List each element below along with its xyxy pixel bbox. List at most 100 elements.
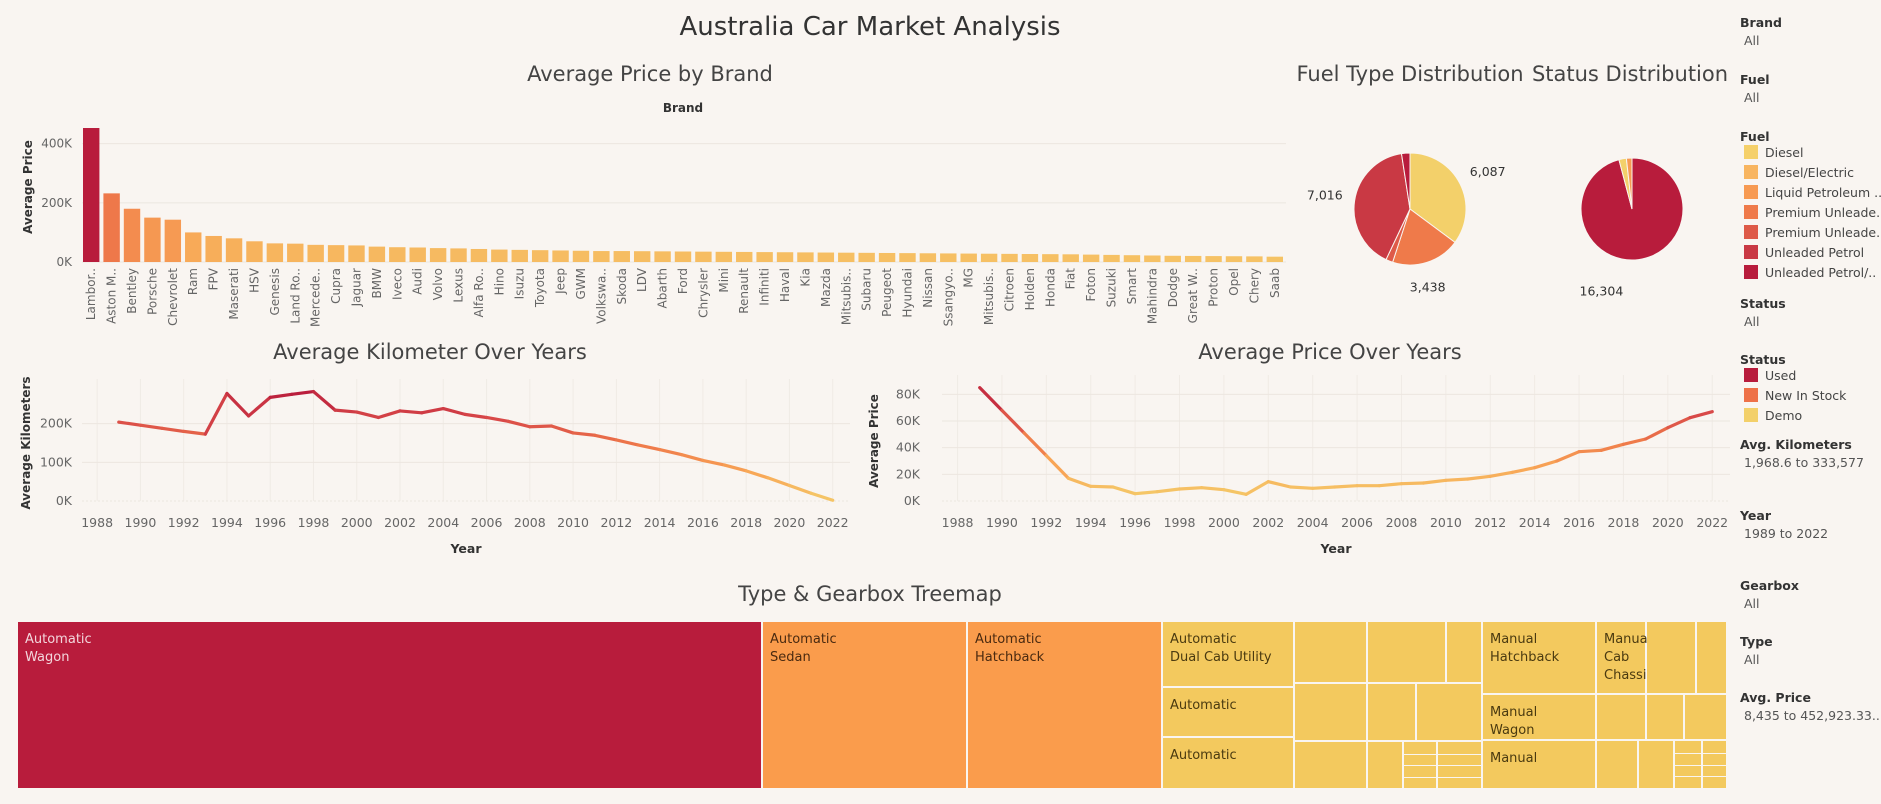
treemap-small-cell[interactable] bbox=[1368, 622, 1445, 682]
bar-18[interactable] bbox=[450, 248, 467, 262]
bar-50[interactable] bbox=[1103, 254, 1120, 262]
bar-2[interactable] bbox=[123, 208, 141, 262]
line-segment-7[interactable] bbox=[1133, 490, 1159, 496]
bar-24[interactable] bbox=[572, 250, 590, 262]
line-segment-21[interactable] bbox=[571, 431, 597, 437]
bar-13[interactable] bbox=[348, 245, 365, 262]
km-line-chart[interactable]: 1988 1990 1992 1994 1996 1998 2000 2002 2004 2006… bbox=[0, 365, 860, 565]
treemap-cell-7[interactable] bbox=[1597, 622, 1645, 693]
line-segment-6[interactable] bbox=[1111, 485, 1137, 496]
bar-33[interactable] bbox=[756, 252, 773, 262]
bar-52[interactable] bbox=[1144, 255, 1161, 262]
price-line-chart[interactable]: 1988 1990 1992 1994 1996 1998 2000 2002 2004 2006… bbox=[860, 365, 1740, 565]
treemap-small-cell[interactable] bbox=[1697, 622, 1726, 693]
line-segment-22[interactable] bbox=[593, 433, 618, 442]
bar-20[interactable] bbox=[491, 249, 508, 262]
bar-14[interactable] bbox=[368, 246, 386, 262]
line-segment-25[interactable] bbox=[658, 447, 683, 457]
type-filter-value[interactable]: All bbox=[1744, 652, 1760, 667]
legend-item[interactable]: Premium Unleade.. bbox=[1744, 225, 1881, 241]
line-segment-2[interactable] bbox=[1022, 431, 1048, 458]
line-segment-24[interactable] bbox=[636, 443, 662, 452]
bar-30[interactable] bbox=[695, 251, 712, 262]
legend-item[interactable]: Demo bbox=[1744, 408, 1802, 424]
treemap-cell-1[interactable] bbox=[763, 622, 966, 788]
line-segment-27[interactable] bbox=[1577, 448, 1603, 454]
bar-22[interactable] bbox=[531, 250, 549, 262]
legend-item[interactable]: Used bbox=[1744, 368, 1796, 384]
year-filter-value[interactable]: 1989 to 2022 bbox=[1744, 526, 1829, 541]
treemap-small-cell[interactable] bbox=[1368, 684, 1415, 740]
line-segment-0[interactable] bbox=[117, 420, 143, 427]
line-segment-9[interactable] bbox=[1177, 486, 1204, 491]
legend-item[interactable]: Diesel bbox=[1744, 145, 1803, 161]
bar-41[interactable] bbox=[919, 253, 937, 262]
pie-slice-0[interactable] bbox=[1409, 152, 1467, 244]
bar-1[interactable] bbox=[103, 193, 120, 262]
treemap-small-cell[interactable] bbox=[1597, 741, 1637, 788]
line-segment-18[interactable] bbox=[1377, 482, 1404, 488]
treemap-small-cell[interactable] bbox=[1647, 622, 1695, 693]
line-segment-28[interactable] bbox=[722, 463, 748, 473]
line-segment-29[interactable] bbox=[744, 469, 770, 480]
bar-43[interactable] bbox=[960, 253, 977, 262]
bar-28[interactable] bbox=[654, 251, 671, 262]
line-segment-19[interactable] bbox=[528, 424, 554, 429]
line-segment-18[interactable] bbox=[506, 419, 532, 429]
line-segment-30[interactable] bbox=[1644, 426, 1670, 441]
line-segment-23[interactable] bbox=[1488, 470, 1515, 478]
brand-filter-value[interactable]: All bbox=[1744, 33, 1760, 48]
avg-km-filter-value[interactable]: 1,968.6 to 333,577 bbox=[1744, 455, 1864, 470]
treemap-small-cell[interactable] bbox=[1295, 684, 1366, 740]
bar-34[interactable] bbox=[776, 252, 794, 262]
bar-38[interactable] bbox=[858, 252, 875, 262]
bar-48[interactable] bbox=[1062, 254, 1079, 262]
line-segment-28[interactable] bbox=[1599, 442, 1626, 452]
bar-44[interactable] bbox=[980, 253, 998, 262]
bar-36[interactable] bbox=[817, 252, 835, 262]
bar-21[interactable] bbox=[511, 249, 528, 262]
treemap-cell-8[interactable] bbox=[1483, 695, 1595, 739]
bar-23[interactable] bbox=[552, 250, 569, 262]
line-segment-10[interactable] bbox=[1200, 486, 1226, 492]
line-segment-31[interactable] bbox=[787, 483, 813, 495]
line-segment-0[interactable] bbox=[978, 386, 1004, 412]
bar-54[interactable] bbox=[1184, 255, 1202, 262]
bar-37[interactable] bbox=[838, 252, 855, 262]
line-segment-13[interactable] bbox=[1266, 480, 1293, 489]
line-segment-24[interactable] bbox=[1510, 466, 1537, 474]
bar-12[interactable] bbox=[327, 245, 345, 262]
line-segment-29[interactable] bbox=[1621, 437, 1648, 446]
line-segment-19[interactable] bbox=[1399, 481, 1426, 486]
line-segment-27[interactable] bbox=[701, 458, 727, 467]
treemap-cell-6[interactable] bbox=[1483, 622, 1595, 693]
treemap-small-cell[interactable] bbox=[1368, 742, 1402, 788]
legend-item[interactable]: Unleaded Petrol bbox=[1744, 245, 1864, 261]
bar-15[interactable] bbox=[389, 247, 406, 262]
treemap-cell-9[interactable] bbox=[1483, 741, 1595, 788]
bar-32[interactable] bbox=[736, 251, 753, 262]
line-segment-15[interactable] bbox=[441, 406, 467, 416]
bar-0[interactable] bbox=[83, 128, 100, 262]
bar-7[interactable] bbox=[225, 238, 243, 262]
treemap-small-cell[interactable] bbox=[1647, 695, 1683, 739]
gearbox-filter-value[interactable]: All bbox=[1744, 596, 1760, 611]
status-pie-chart[interactable]: 16,304 bbox=[1540, 130, 1740, 300]
bar-16[interactable] bbox=[409, 247, 426, 262]
bar-8[interactable] bbox=[246, 241, 263, 262]
line-segment-31[interactable] bbox=[1666, 416, 1692, 430]
bar-46[interactable] bbox=[1021, 254, 1039, 262]
pie-slice-2[interactable] bbox=[1625, 157, 1633, 210]
bar-6[interactable] bbox=[205, 235, 222, 262]
line-segment-3[interactable] bbox=[182, 429, 207, 436]
line-segment-15[interactable] bbox=[1311, 485, 1337, 490]
line-segment-10[interactable] bbox=[333, 408, 359, 414]
line-segment-14[interactable] bbox=[1288, 485, 1315, 490]
legend-item[interactable]: Diesel/Electric bbox=[1744, 165, 1854, 181]
treemap-cell-4[interactable] bbox=[1163, 688, 1293, 736]
treemap-small-cell[interactable] bbox=[1597, 695, 1645, 739]
line-segment-1[interactable] bbox=[1000, 408, 1026, 435]
line-segment-3[interactable] bbox=[1044, 454, 1071, 480]
bar-56[interactable] bbox=[1225, 256, 1243, 262]
line-segment-32[interactable] bbox=[809, 491, 835, 502]
